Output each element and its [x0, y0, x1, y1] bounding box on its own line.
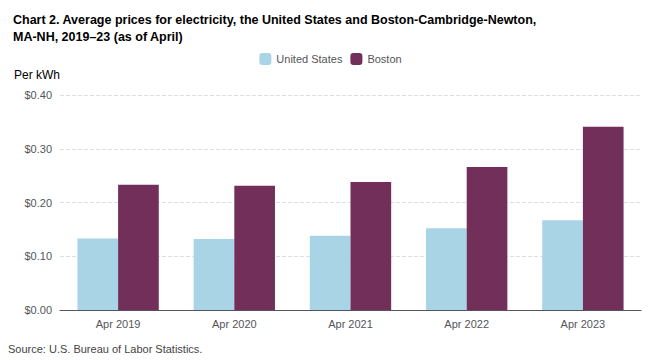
- svg-text:Apr 2020: Apr 2020: [212, 318, 257, 330]
- svg-text:Apr 2019: Apr 2019: [96, 318, 141, 330]
- svg-text:$0.00: $0.00: [24, 304, 52, 316]
- svg-text:Apr 2021: Apr 2021: [328, 318, 373, 330]
- svg-text:United States: United States: [276, 53, 343, 65]
- svg-text:Chart 2. Average prices for el: Chart 2. Average prices for electricity,…: [13, 13, 536, 27]
- svg-text:$0.40: $0.40: [24, 89, 52, 101]
- svg-text:Apr 2022: Apr 2022: [444, 318, 489, 330]
- svg-text:$0.30: $0.30: [24, 143, 52, 155]
- svg-text:$0.20: $0.20: [24, 197, 52, 209]
- svg-text:Source: U.S. Bureau of Labor S: Source: U.S. Bureau of Labor Statistics.: [8, 343, 202, 355]
- svg-text:Apr 2023: Apr 2023: [561, 318, 606, 330]
- svg-text:Per kWh: Per kWh: [14, 68, 60, 82]
- svg-text:$0.10: $0.10: [24, 250, 52, 262]
- svg-text:Boston: Boston: [367, 53, 401, 65]
- svg-text:MA-NH, 2019–23 (as of April): MA-NH, 2019–23 (as of April): [13, 30, 183, 44]
